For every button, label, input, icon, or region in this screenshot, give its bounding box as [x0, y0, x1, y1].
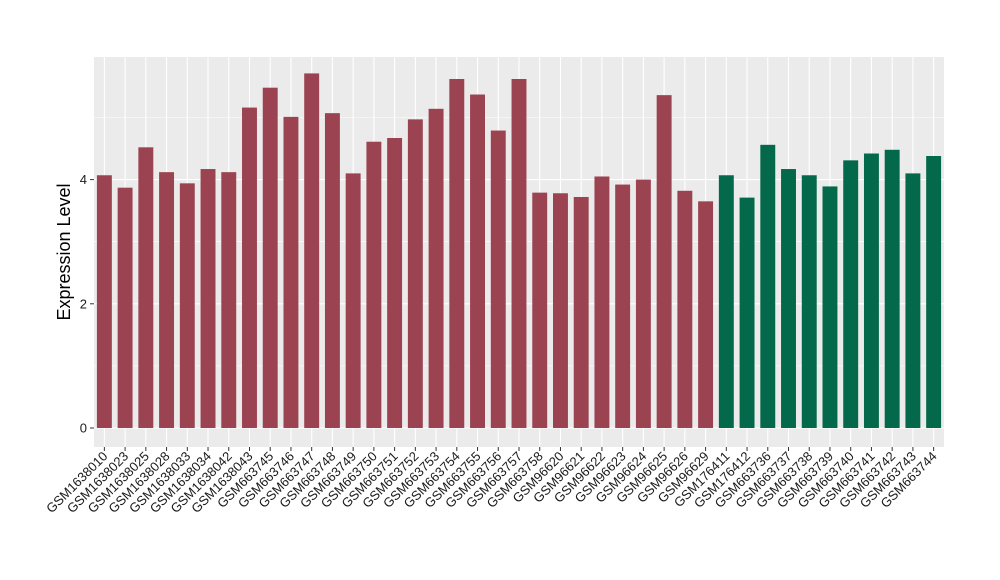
bar-GSM1638043	[242, 107, 257, 429]
bar-GSM1638010	[96, 175, 112, 428]
bar-GSM663744	[926, 156, 942, 428]
bar-GSM176412	[739, 197, 755, 428]
bar-GSM663739	[822, 186, 838, 428]
bar-GSM176411	[718, 175, 734, 428]
bars	[96, 73, 942, 429]
bar-GSM663747	[304, 73, 320, 428]
x-axis: GSM1638010GSM1638023GSM1638025GSM1638028…	[43, 447, 940, 516]
bar-GSM663758	[532, 192, 548, 428]
bar-GSM663751	[387, 137, 403, 429]
bar-GSM663756	[490, 130, 506, 428]
y-tick-label: 2	[80, 296, 87, 311]
bar-GSM663743	[905, 173, 921, 428]
y-axis-title: Expression Level	[54, 183, 74, 320]
bar-GSM1638033	[179, 183, 195, 428]
bar-GSM96624	[635, 179, 651, 428]
y-axis: 0 2 4	[80, 172, 94, 436]
bar-GSM96620	[553, 193, 568, 428]
bar-GSM663737	[781, 169, 796, 428]
bar-GSM1638025	[138, 147, 154, 429]
bar-GSM1638034	[200, 169, 216, 428]
bar-GSM1638028	[159, 172, 175, 428]
bar-GSM663753	[428, 108, 444, 428]
bar-GSM663750	[366, 141, 382, 428]
bar-GSM663740	[843, 160, 859, 428]
bar-GSM663755	[470, 94, 485, 428]
bar-GSM663738	[801, 175, 817, 428]
bar-GSM1638023	[117, 187, 133, 428]
y-tick-label: 0	[80, 421, 87, 436]
bar-GSM663752	[407, 119, 423, 428]
bar-GSM663748	[324, 113, 340, 428]
bar-GSM663736	[760, 144, 776, 428]
bar-GSM663745	[262, 87, 278, 428]
bar-GSM96629	[698, 201, 714, 428]
bar-GSM663757	[511, 78, 527, 429]
bar-GSM663746	[283, 116, 299, 428]
bar-GSM663742	[884, 149, 900, 429]
bar-GSM663754	[449, 78, 465, 429]
bar-GSM96622	[594, 176, 610, 428]
bar-GSM96623	[615, 184, 631, 428]
bar-GSM96621	[573, 196, 589, 428]
y-tick-label: 4	[80, 172, 87, 187]
bar-GSM96625	[656, 95, 672, 429]
bar-GSM96626	[677, 190, 693, 428]
bar-GSM663749	[345, 173, 361, 428]
bar-GSM1638042	[221, 172, 237, 428]
bar-GSM663741	[863, 153, 879, 428]
